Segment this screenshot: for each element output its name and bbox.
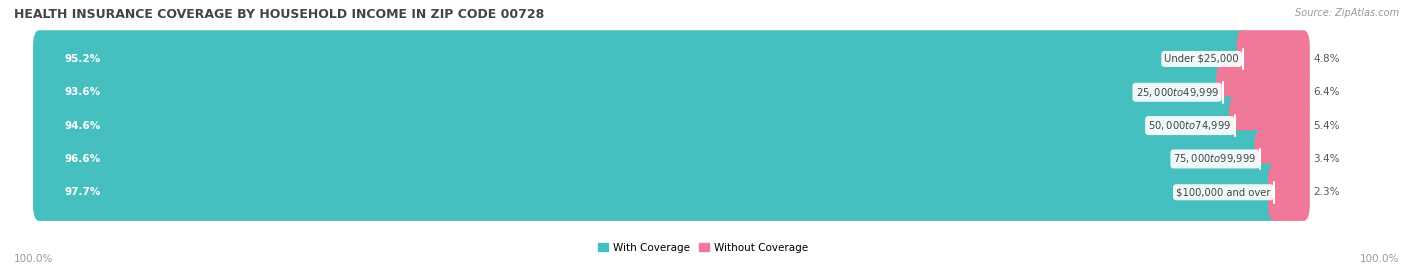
Text: 96.6%: 96.6%	[65, 154, 101, 164]
FancyBboxPatch shape	[32, 30, 1310, 88]
FancyBboxPatch shape	[32, 130, 1310, 187]
Text: 6.4%: 6.4%	[1313, 87, 1340, 97]
Text: $50,000 to $74,999: $50,000 to $74,999	[1149, 119, 1232, 132]
Text: $75,000 to $99,999: $75,000 to $99,999	[1174, 153, 1257, 165]
FancyBboxPatch shape	[32, 97, 1310, 154]
FancyBboxPatch shape	[32, 164, 1310, 221]
Text: 97.7%: 97.7%	[65, 187, 101, 197]
FancyBboxPatch shape	[32, 63, 1229, 121]
Text: $25,000 to $49,999: $25,000 to $49,999	[1136, 86, 1219, 99]
Text: $100,000 and over: $100,000 and over	[1175, 187, 1271, 197]
Text: 2.3%: 2.3%	[1313, 187, 1340, 197]
Text: 100.0%: 100.0%	[1360, 254, 1399, 264]
FancyBboxPatch shape	[32, 164, 1281, 221]
Legend: With Coverage, Without Coverage: With Coverage, Without Coverage	[593, 238, 813, 257]
FancyBboxPatch shape	[1236, 30, 1310, 88]
Text: 4.8%: 4.8%	[1313, 54, 1340, 64]
FancyBboxPatch shape	[32, 97, 1241, 154]
Text: 5.4%: 5.4%	[1313, 121, 1340, 130]
Text: HEALTH INSURANCE COVERAGE BY HOUSEHOLD INCOME IN ZIP CODE 00728: HEALTH INSURANCE COVERAGE BY HOUSEHOLD I…	[14, 8, 544, 21]
FancyBboxPatch shape	[1268, 164, 1310, 221]
FancyBboxPatch shape	[1254, 130, 1310, 187]
Text: Source: ZipAtlas.com: Source: ZipAtlas.com	[1295, 8, 1399, 18]
Text: 95.2%: 95.2%	[65, 54, 101, 64]
FancyBboxPatch shape	[1216, 63, 1310, 121]
FancyBboxPatch shape	[32, 63, 1310, 121]
FancyBboxPatch shape	[32, 30, 1249, 88]
FancyBboxPatch shape	[32, 130, 1267, 187]
Text: 93.6%: 93.6%	[65, 87, 101, 97]
Text: 3.4%: 3.4%	[1313, 154, 1340, 164]
Text: Under $25,000: Under $25,000	[1164, 54, 1239, 64]
FancyBboxPatch shape	[1229, 97, 1310, 154]
Text: 94.6%: 94.6%	[65, 121, 101, 130]
Text: 100.0%: 100.0%	[14, 254, 53, 264]
